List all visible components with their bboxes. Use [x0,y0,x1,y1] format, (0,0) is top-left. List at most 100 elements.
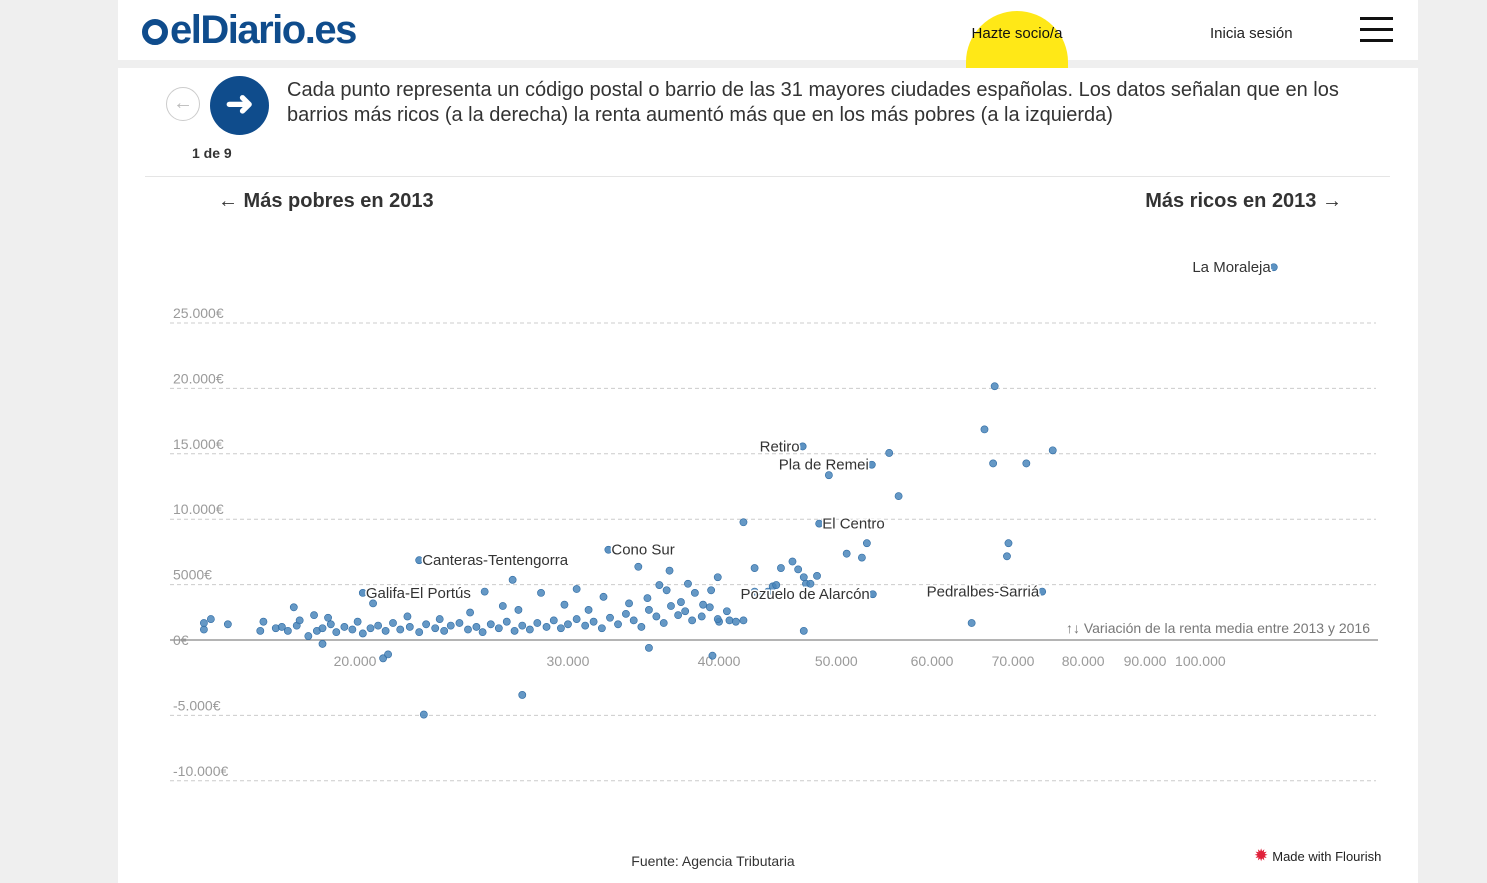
data-point [842,549,851,558]
point-label: El Centro [822,516,885,533]
data-point [643,594,652,603]
data-point [381,626,390,635]
divider [145,176,1390,177]
x-tick-label: 30.000 [547,653,590,669]
data-point [353,617,362,626]
data-point [599,592,608,601]
data-point [806,579,815,588]
labelled-point [415,556,424,565]
data-point [813,572,821,580]
story-panel: ← ➜ 1 de 9 Cada punto representa un códi… [118,68,1418,883]
data-point [431,624,440,633]
step-description: Cada punto representa un código postal o… [287,79,1339,126]
data-point [885,449,894,457]
point-label: Canteras-Tentengorra [422,552,569,569]
data-point [750,564,759,572]
point-label: Pedralbes-Sarriá [927,584,1040,601]
data-point [466,608,474,617]
labelled-point [867,460,876,469]
data-point [283,626,292,635]
x-tick-label: 70.000 [992,653,1035,669]
data-point [518,691,527,699]
data-point [374,621,383,630]
data-point [206,615,215,623]
data-point [369,599,377,608]
step-counter: 1 de 9 [192,145,232,161]
site-header: elDiario.es [118,0,1418,60]
data-point [777,564,785,572]
data-point [304,632,313,640]
x-tick-label: 50.000 [815,653,858,669]
data-point [502,617,511,626]
data-point [799,626,808,635]
data-point [665,566,674,575]
point-label: Cono Sur [611,542,674,559]
data-point [446,621,455,630]
data-point [606,613,614,622]
data-point [537,589,545,597]
login-link[interactable]: Inicia sesión [1210,25,1293,42]
flourish-logo-icon: ✹ [1254,846,1269,865]
data-point [684,579,692,588]
data-point [677,598,685,606]
data-point [464,625,472,634]
data-point [472,623,481,631]
data-point [990,382,999,391]
data-point [697,612,706,621]
data-point [584,606,593,614]
data-point [688,616,697,625]
data-point [326,620,335,629]
data-point [318,624,327,633]
x-tick-label: 80.000 [1062,653,1105,669]
data-point [857,553,866,562]
data-point [980,425,989,434]
x-tick-label: 20.000 [334,653,377,669]
y-tick-label: 10.000€ [173,501,224,517]
data-point [508,575,517,584]
data-point [674,611,683,620]
data-point [862,539,871,548]
labelled-point [798,442,807,451]
data-point [289,603,298,612]
data-point [564,620,572,629]
data-point [358,629,367,638]
data-point [722,607,731,616]
data-point [318,640,327,648]
data-point [366,624,375,633]
data-point [707,586,716,595]
data-point [705,603,714,612]
arrow-right-icon[interactable]: ➜ [210,76,269,135]
labelled-point [1269,263,1278,272]
point-label: Pla de Remei [779,457,869,474]
y-tick-label: 25.000€ [173,305,224,321]
labelled-point [868,590,877,599]
data-point [794,565,803,574]
data-point [557,624,565,633]
data-point [662,586,671,595]
data-point [629,616,638,625]
hazte-socio-button[interactable]: Hazte socio/a [971,25,1063,42]
data-point [332,628,341,637]
data-point [498,602,507,610]
data-point [340,623,349,631]
y-tick-label: -10.000€ [173,763,228,779]
hamburger-menu-icon[interactable] [1360,17,1393,43]
data-point [799,573,808,582]
richer-label: Más ricos en 2013 → [1145,190,1342,212]
data-point [486,620,495,629]
data-point [422,620,431,629]
data-point [589,617,598,626]
y-tick-label: -5.000€ [173,697,221,713]
data-point [989,459,998,468]
labelled-point [1038,587,1047,596]
data-point [525,625,534,634]
labelled-point [815,519,824,528]
data-point [256,626,265,635]
data-point [731,617,740,626]
made-with-flourish-link[interactable]: ✹ Made with Flourish [1254,846,1381,866]
data-point [384,650,392,659]
labelled-point [358,589,367,597]
arrow-left-icon[interactable]: ← [166,87,200,121]
data-point [480,587,489,596]
site-logo[interactable]: elDiario.es [142,9,357,51]
